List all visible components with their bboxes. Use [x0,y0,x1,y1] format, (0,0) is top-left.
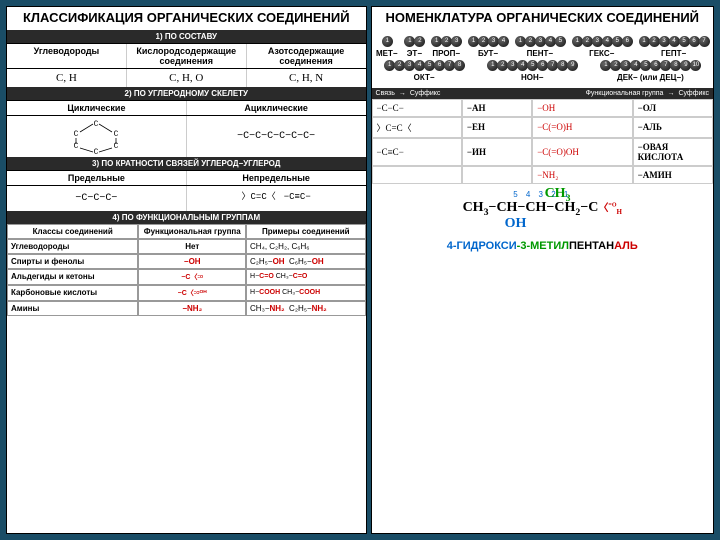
suffix-cell: 〉C=C〈 [372,117,462,138]
suffix-cell: −ИН [462,138,532,166]
acyclic-struct: −C−C−C−C−C−C− [187,116,366,157]
s1-h1: Углеводороды [7,44,127,68]
r3-g: −C〈=OOH [138,285,246,301]
s1-f2: C, H, O [127,69,247,87]
prefix-2: 12ЭТ− [404,36,424,58]
prefix-atoms: 1МЕТ−12ЭТ−123ПРОП−1234БУТ−12345ПЕНТ−1234… [372,30,713,88]
arrow-icon: → [399,90,406,97]
t4-c2: Функциональная группа [138,224,246,239]
r2-e: H−C=O CH₃−C=O [246,269,366,285]
prefix-10: 12345678910ДЕК− (или ДЕЦ−) [600,60,700,82]
suffix-cell: −АН [462,99,532,117]
nomenclature-panel: НОМЕНКЛАТУРА ОРГАНИЧЕСКИХ СОЕДИНЕНИЙ 1МЕ… [371,6,714,534]
example-formula: 5 4 3 2 1 CH3 CH3−CH−CH−CH2−C〈=OH OH 4-Г… [372,184,713,258]
prefix-3: 123ПРОП− [431,36,461,58]
r1-n: Спирты и фенолы [7,254,138,269]
cyclic-struct: CCCCCC [7,116,187,157]
s3-h2: Непредельные [187,171,366,185]
suffix-cell: −ЕН [462,117,532,138]
suffix-cell: −АЛЬ [633,117,713,138]
r0-e: CH₄, C₂H₂, C₆H₆ [246,239,366,254]
r3-n: Карбоновые кислоты [7,285,138,301]
suffix-cell [372,166,462,184]
prefix-9: 123456789НОН− [487,60,577,82]
r4-n: Амины [7,301,138,316]
r1-g: −OH [138,254,246,269]
compound-name: 4-ГИДРОКСИ-3-МЕТИЛПЕНТАНАЛЬ [378,240,707,252]
legend: Связь → Суффикс Функциональная группа → … [372,88,713,99]
r0-n: Углеводороды [7,239,138,254]
right-title: НОМЕНКЛАТУРА ОРГАНИЧЕСКИХ СОЕДИНЕНИЙ [372,7,713,30]
s1-header: 1) ПО СОСТАВУ [7,30,366,43]
t4-c1: Классы соединений [7,224,138,239]
s1-f1: C, H [7,69,127,87]
s4-header: 4) ПО ФУНКЦИОНАЛЬНЫМ ГРУППАМ [7,211,366,224]
r0-g: Нет [138,239,246,254]
s1-headers: Углеводороды Кислородсодержащие соединен… [7,43,366,68]
s2-h2: Ациклические [187,101,366,115]
s3-header: 3) ПО КРАТНОСТИ СВЯЗЕЙ УГЛЕРОД−УГЛЕРОД [7,157,366,170]
arrow-icon: → [667,90,674,97]
prefix-4: 1234БУТ− [468,36,508,58]
r4-e: CH₃−NH₂ C₂H₅−NH₂ [246,301,366,316]
s1-h2: Кислородсодержащие соединения [127,44,247,68]
suffix-cell: −АМИН [633,166,713,184]
prefix-6: 123456ГЕКС− [572,36,632,58]
r2-g: −C〈=O [138,269,246,285]
s3-h1: Предельные [7,171,187,185]
suffix-cell: −ОВАЯ КИСЛОТА [633,138,713,166]
t4-c3: Примеры соединений [246,224,366,239]
prefix-5: 12345ПЕНТ− [515,36,565,58]
s2-h1: Циклические [7,101,187,115]
suffix-cell: −ОЛ [633,99,713,117]
s1-f3: C, H, N [247,69,366,87]
prefix-7: 1234567ГЕПТ− [639,36,709,58]
r4-g: −NH₂ [138,301,246,316]
suffix-cell: −C(=O)OH [532,138,632,166]
carbon-numbers: 5 4 3 2 1 [378,190,707,199]
s1-formulas: C, H C, H, O C, H, N [7,68,366,87]
s3-headers: Предельные Непредельные [7,170,366,185]
r3-e: H−COOH CH₃−COOH [246,285,366,301]
s2-structs: CCCCCC −C−C−C−C−C−C− [7,115,366,157]
poster: КЛАССИФИКАЦИЯ ОРГАНИЧЕСКИХ СОЕДИНЕНИЙ 1)… [6,6,714,534]
suffix-cell: −NH₂ [532,166,632,184]
s2-headers: Циклические Ациклические [7,100,366,115]
suffix-cell: −C(=O)H [532,117,632,138]
saturated: −C−C−C− [7,186,187,211]
suffix-cell: −C−C− [372,99,462,117]
r1-e: C₂H₅−OH C₆H₅−OH [246,254,366,269]
s3-structs: −C−C−C− 〉C=C〈 −C≡C− [7,185,366,211]
svg-text:C: C [94,148,99,154]
svg-text:C: C [114,130,119,139]
r2-n: Альдегиды и кетоны [7,269,138,285]
suffix-cell: −OH [532,99,632,117]
left-title: КЛАССИФИКАЦИЯ ОРГАНИЧЕСКИХ СОЕДИНЕНИЙ [7,7,366,30]
classification-panel: КЛАССИФИКАЦИЯ ОРГАНИЧЕСКИХ СОЕДИНЕНИЙ 1)… [6,6,367,534]
functional-table: Классы соединений Функциональная группа … [7,224,366,316]
suffix-cell: −C≡C− [372,138,462,166]
suffix-table: −C−C−−АН−OH−ОЛ 〉C=C〈−ЕН−C(=O)H−АЛЬ −C≡C−−И… [372,99,713,184]
main-formula: CH3 CH3−CH−CH−CH2−C〈=OH OH [378,199,707,218]
s2-header: 2) ПО УГЛЕРОДНОМУ СКЕЛЕТУ [7,87,366,100]
unsaturated: 〉C=C〈 −C≡C− [187,186,366,211]
s1-h3: Азотсодержащие соединения [247,44,366,68]
svg-text:C: C [74,130,79,139]
prefix-1: 1МЕТ− [376,36,398,58]
suffix-cell [462,166,532,184]
prefix-8: 12345678ОКТ− [384,60,464,82]
svg-text:C: C [94,120,99,129]
